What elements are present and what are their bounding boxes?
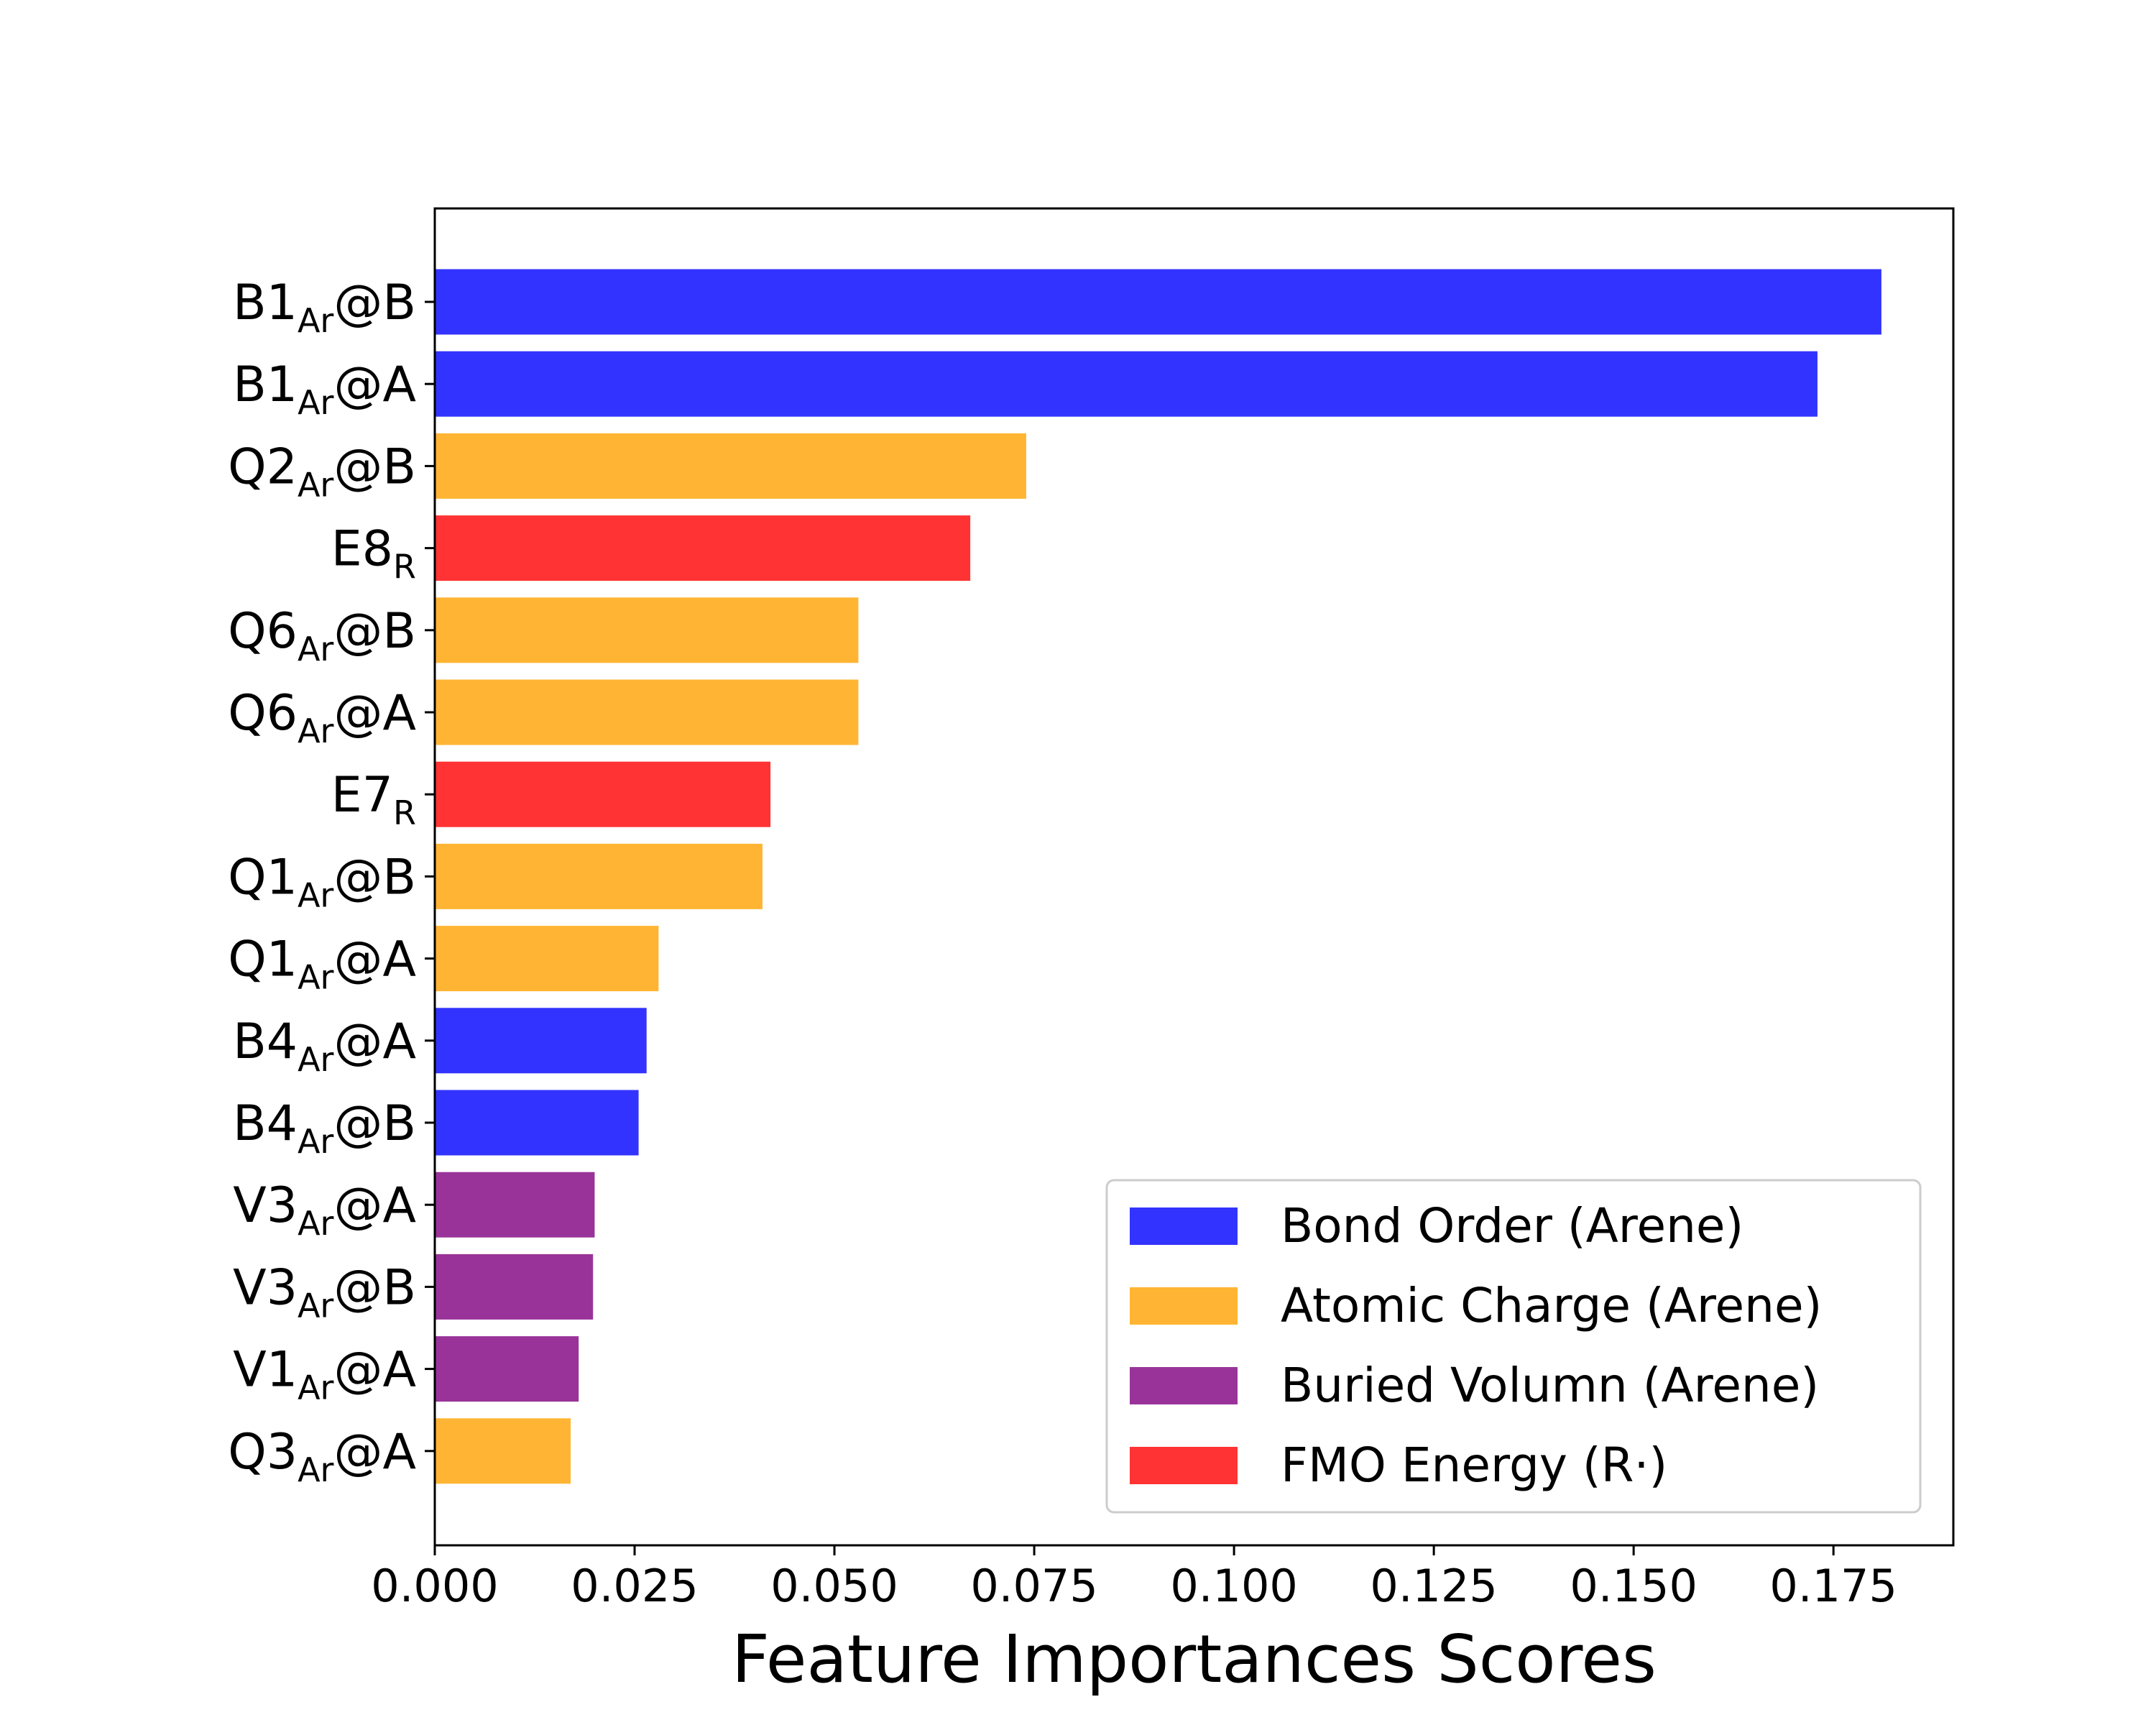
y-tick-label-suffix: @A	[333, 932, 416, 988]
y-tick-label: Q3Ar@A	[228, 1424, 416, 1489]
x-tick-label: 0.050	[770, 1560, 898, 1612]
x-tick-label: 0.000	[371, 1560, 499, 1612]
plot-frame	[433, 207, 1955, 1547]
y-tick-label: Q6Ar@A	[228, 685, 416, 750]
bar	[435, 679, 859, 745]
y-tick-label: B1Ar@B	[233, 275, 416, 340]
y-tick-label-main: Q6	[228, 685, 298, 742]
bar	[435, 1008, 647, 1074]
y-tick-label-suffix: @A	[333, 1177, 416, 1234]
y-tick-label-main: Q1	[228, 932, 298, 988]
y-tick-label: E7R	[331, 767, 416, 832]
y-tick-label-subscript: Ar	[298, 875, 333, 914]
y-tick-label-subscript: Ar	[298, 1204, 333, 1243]
y-tick-label-main: Q2	[228, 438, 298, 495]
legend-label: Atomic Charge (Arene)	[1281, 1278, 1822, 1333]
bar	[435, 433, 1026, 499]
bar	[435, 1172, 595, 1238]
legend-swatch	[1130, 1367, 1238, 1404]
y-tick-label-subscript: Ar	[298, 1368, 333, 1407]
legend-label: FMO Energy (R·)	[1281, 1438, 1667, 1493]
x-tick-label: 0.175	[1769, 1560, 1897, 1612]
y-tick-label-main: B1	[233, 356, 298, 413]
bar	[435, 1418, 571, 1484]
y-tick-label-subscript: R	[393, 548, 416, 586]
x-tick-label: 0.075	[970, 1560, 1098, 1612]
y-tick-label-subscript: Ar	[298, 1450, 333, 1489]
y-tick-label-main: Q6	[228, 603, 298, 660]
y-tick-label-main: B4	[233, 1013, 298, 1070]
y-tick-label: Q2Ar@B	[228, 438, 416, 504]
bar	[435, 351, 1818, 417]
y-tick-label-subscript: Ar	[298, 1040, 333, 1079]
y-tick-label-suffix: @B	[333, 1095, 416, 1152]
y-tick-label-main: V3	[233, 1259, 298, 1316]
y-tick-label-suffix: @B	[333, 603, 416, 660]
legend-swatch	[1130, 1447, 1238, 1484]
x-tick-label: 0.025	[571, 1560, 699, 1612]
bar	[435, 926, 659, 992]
x-axis: 0.000 0.025 0.050 0.075 0.100 0.125 0.150 0.175	[371, 1545, 1897, 1612]
y-tick-label-main: B1	[233, 275, 298, 331]
bar	[435, 843, 763, 909]
y-tick-label: V3Ar@B	[233, 1259, 416, 1325]
y-tick-label-subscript: Ar	[298, 383, 333, 422]
x-tick-label: 0.150	[1570, 1560, 1697, 1612]
y-tick-label-suffix: @B	[333, 1259, 416, 1316]
y-tick-label: Q1Ar@B	[228, 849, 416, 914]
y-tick-label-main: B4	[233, 1095, 298, 1152]
y-tick-label-subscript: Ar	[298, 958, 333, 997]
y-tick-label-suffix: @A	[333, 356, 416, 413]
y-tick-label-suffix: @A	[333, 1424, 416, 1481]
bar	[435, 1336, 579, 1402]
y-tick-label: V1Ar@A	[233, 1342, 416, 1407]
y-tick-label-main: V1	[233, 1342, 298, 1399]
y-tick-label-subscript: Ar	[298, 1286, 333, 1325]
y-tick-label: B1Ar@A	[233, 356, 416, 422]
y-tick-label-subscript: Ar	[298, 301, 333, 340]
y-tick-label-subscript: Ar	[298, 630, 333, 668]
y-tick-label-subscript: Ar	[298, 712, 333, 750]
y-tick-label: Q6Ar@B	[228, 603, 416, 668]
legend-swatch	[1130, 1287, 1238, 1325]
y-tick-label: Q1Ar@A	[228, 932, 416, 997]
bar	[435, 1254, 594, 1320]
bars-layer	[435, 269, 1881, 1484]
y-tick-label-suffix: @A	[333, 1342, 416, 1399]
bar	[435, 1090, 639, 1156]
legend-label: Buried Volumn (Arene)	[1281, 1358, 1819, 1413]
y-tick-label-suffix: @A	[333, 1013, 416, 1070]
bar	[435, 761, 771, 827]
bar	[435, 515, 971, 581]
y-tick-label-subscript: Ar	[298, 1122, 333, 1161]
y-axis: B1Ar@BB1Ar@AQ2Ar@BE8RQ6Ar@BQ6Ar@AE7RQ1Ar…	[228, 275, 435, 1489]
y-tick-label: B4Ar@A	[233, 1013, 416, 1079]
y-tick-label-suffix: @A	[333, 685, 416, 742]
x-axis-title: Feature Importances Scores	[732, 1621, 1657, 1698]
x-tick-label: 0.100	[1170, 1560, 1298, 1612]
bar	[435, 269, 1881, 335]
legend-box	[1105, 1179, 1922, 1514]
y-tick-label-subscript: Ar	[298, 465, 333, 504]
legend-swatch	[1130, 1208, 1238, 1245]
y-tick-label-subscript: R	[393, 794, 416, 832]
y-tick-label-main: E8	[331, 521, 393, 578]
y-tick-label-suffix: @B	[333, 275, 416, 331]
y-tick-label-suffix: @B	[333, 849, 416, 906]
y-tick-label: B4Ar@B	[233, 1095, 416, 1161]
y-tick-label-main: E7	[331, 767, 393, 824]
legend-label: Bond Order (Arene)	[1281, 1198, 1743, 1254]
x-tick-label: 0.125	[1370, 1560, 1498, 1612]
y-tick-label-main: V3	[233, 1177, 298, 1234]
y-tick-label-main: Q1	[228, 849, 298, 906]
y-tick-label: E8R	[331, 521, 416, 586]
legend: Bond Order (Arene) Atomic Charge (Arene) B…	[1105, 1179, 1922, 1514]
y-tick-label: V3Ar@A	[233, 1177, 416, 1243]
bar	[435, 597, 859, 663]
y-tick-label-suffix: @B	[333, 438, 416, 495]
y-tick-label-main: Q3	[228, 1424, 298, 1481]
